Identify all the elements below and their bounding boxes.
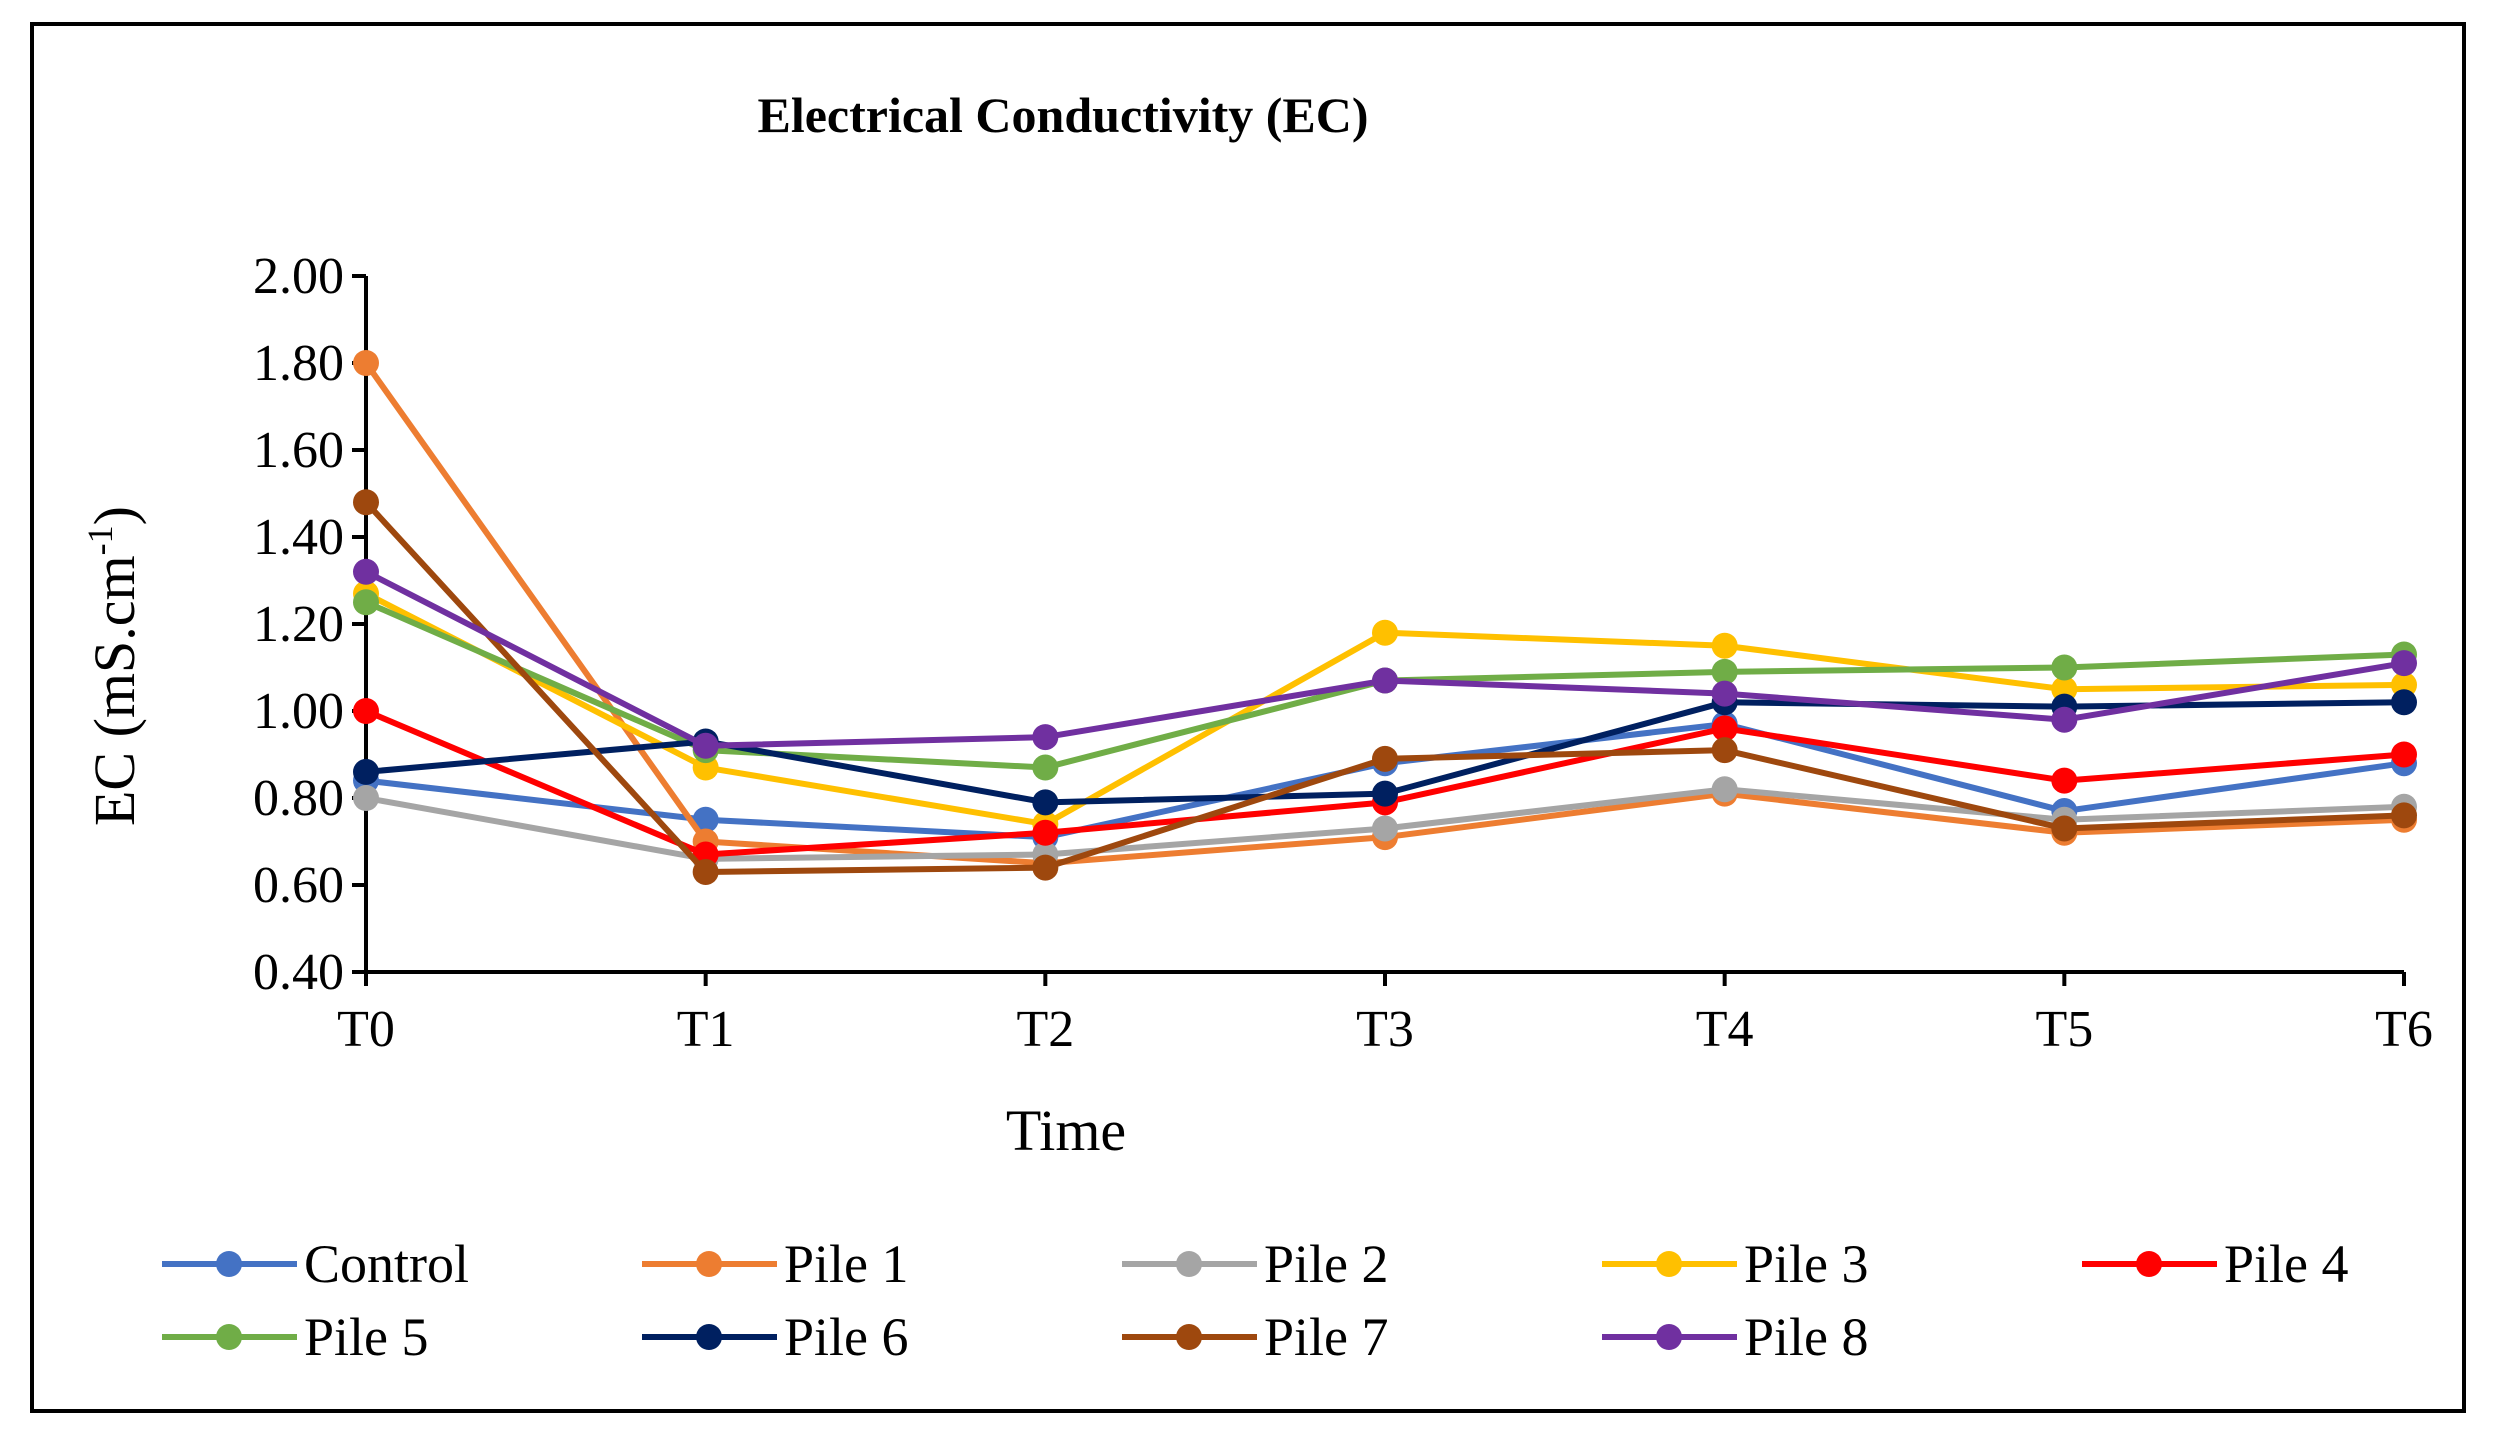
y-tick-label: 1.60	[253, 422, 344, 479]
y-tick-label: 0.80	[253, 770, 344, 827]
legend-item-pile-7: Pile 7	[1122, 1307, 1389, 1367]
x-tick-label: T2	[1016, 1001, 1074, 1058]
data-point-pile-6	[1372, 780, 1398, 807]
data-point-pile-7	[2051, 815, 2078, 842]
data-point-pile-4	[1032, 819, 1059, 846]
data-point-pile-8	[353, 558, 379, 585]
y-tick-label: 1.80	[253, 335, 344, 392]
data-point-pile-8	[692, 732, 719, 759]
y-tick-label: 1.20	[253, 596, 344, 653]
data-point-pile-3	[1372, 619, 1398, 646]
data-point-pile-7	[1372, 745, 1398, 772]
legend-marker-pile-8	[1656, 1324, 1682, 1350]
data-point-pile-4	[1711, 715, 1738, 742]
data-point-pile-8	[1372, 667, 1398, 694]
data-point-pile-4	[2391, 741, 2417, 768]
data-point-pile-2	[1372, 815, 1398, 842]
y-tick-label: 0.60	[253, 857, 344, 914]
data-point-pile-8	[1711, 680, 1738, 707]
legend-marker-pile-1	[696, 1251, 722, 1277]
legend: Control Pile 1 Pile 2 Pile 3 Pile 4 Pile 5 Pil…	[162, 1234, 2349, 1367]
legend-item-pile-2: Pile 2	[1122, 1234, 1389, 1294]
legend-label-pile-1: Pile 1	[784, 1234, 909, 1294]
data-point-pile-7	[353, 489, 379, 516]
legend-marker-pile-6	[696, 1324, 722, 1350]
x-tick-label: T0	[337, 1001, 395, 1058]
y-tick-label: 0.40	[253, 944, 344, 1001]
legend-label-pile-5: Pile 5	[304, 1307, 429, 1367]
series-line-pile-8	[364, 569, 2405, 749]
data-point-pile-5	[2051, 654, 2078, 681]
y-axis-label: EC (mS.cm-1)	[80, 506, 147, 826]
legend-marker-pile-2	[1176, 1251, 1202, 1277]
x-axis-label: Time	[1006, 1098, 1126, 1163]
legend-item-pile-4: Pile 4	[2082, 1234, 2349, 1294]
legend-label-pile-6: Pile 6	[784, 1307, 909, 1367]
legend-item-pile-6: Pile 6	[642, 1307, 909, 1367]
x-tick-label: T3	[1356, 1001, 1414, 1058]
svg-text:EC (mS.cm-1): EC (mS.cm-1)	[80, 506, 147, 826]
y-axis-label-main: EC (mS.cm	[82, 555, 147, 826]
y-tick-label: 2.00	[253, 248, 344, 305]
data-point-pile-2	[353, 785, 379, 811]
legend-item-pile-5: Pile 5	[162, 1307, 429, 1367]
legend-label-control: Control	[304, 1234, 469, 1294]
data-point-pile-8	[2391, 650, 2417, 677]
legend-marker-pile-7	[1176, 1324, 1202, 1350]
y-axis-label-superscript: -1	[80, 525, 120, 555]
data-point-pile-8	[2051, 706, 2078, 733]
y-tick-label: 1.40	[253, 509, 344, 566]
x-tick-label: T5	[2035, 1001, 2093, 1058]
legend-label-pile-8: Pile 8	[1744, 1307, 1869, 1367]
legend-label-pile-2: Pile 2	[1264, 1234, 1389, 1294]
x-tick-label: T1	[677, 1001, 735, 1058]
axes: 0.40 0.60 0.80 1.00 1.20 1.40 1.60 1.80 2.00 T0 T1…	[253, 248, 2433, 1058]
data-point-pile-4	[2051, 767, 2078, 794]
legend-item-pile-3: Pile 3	[1602, 1234, 1869, 1294]
data-point-pile-1	[353, 350, 379, 376]
data-point-pile-5	[1032, 754, 1059, 781]
series-pile-7	[353, 489, 2417, 885]
data-point-pile-7	[2391, 802, 2417, 829]
legend-item-control: Control	[162, 1234, 469, 1294]
legend-marker-pile-4	[2136, 1251, 2162, 1277]
series-pile-8	[353, 558, 2417, 759]
data-point-pile-4	[353, 698, 379, 724]
data-point-control	[692, 806, 719, 833]
data-point-pile-5	[1711, 658, 1738, 685]
legend-marker-pile-5	[216, 1324, 242, 1350]
plot-area	[353, 350, 2417, 885]
x-tick-label: T4	[1696, 1001, 1754, 1058]
data-point-pile-7	[1711, 737, 1738, 764]
chart-title: Electrical Conductivity (EC)	[757, 87, 1368, 143]
y-axis-label-close: )	[82, 506, 147, 525]
legend-marker-control	[216, 1251, 242, 1277]
data-point-pile-8	[1032, 724, 1059, 751]
chart-frame: Electrical Conductivity (EC) EC (mS.cm-1…	[30, 22, 2466, 1413]
data-point-pile-7	[1032, 854, 1059, 881]
data-point-pile-6	[2391, 689, 2417, 716]
data-point-pile-3	[1711, 632, 1738, 659]
data-point-pile-2	[1711, 776, 1738, 803]
data-point-pile-5	[353, 589, 379, 616]
chart-svg: Electrical Conductivity (EC) EC (mS.cm-1…	[80, 87, 2433, 1367]
legend-label-pile-7: Pile 7	[1264, 1307, 1389, 1367]
data-point-pile-6	[1032, 789, 1059, 816]
legend-label-pile-4: Pile 4	[2224, 1234, 2349, 1294]
legend-item-pile-1: Pile 1	[642, 1234, 909, 1294]
legend-marker-pile-3	[1656, 1251, 1682, 1277]
legend-item-pile-8: Pile 8	[1602, 1307, 1869, 1367]
x-tick-label: T6	[2375, 1001, 2433, 1058]
legend-label-pile-3: Pile 3	[1744, 1234, 1869, 1294]
y-tick-label: 1.00	[253, 683, 344, 740]
data-point-pile-7	[692, 858, 719, 885]
data-point-pile-6	[353, 758, 379, 785]
